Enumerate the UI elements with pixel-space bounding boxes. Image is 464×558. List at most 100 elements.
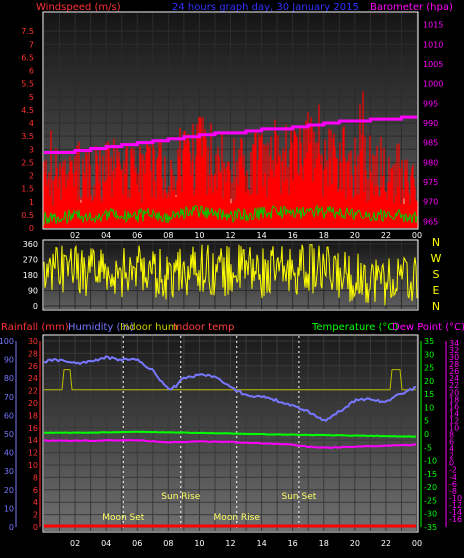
indoor-humidity-line [44, 369, 416, 391]
wind-tick-label: 3 [29, 145, 34, 154]
rain-tick-label: 20 [28, 399, 38, 408]
dew-point-line [43, 438, 417, 450]
wind-tick-label: 5 [29, 93, 34, 102]
compass-label: N [432, 236, 440, 249]
temperature-tick-label: -35 [424, 523, 437, 532]
barometer-y-axis: 965 970 975 980 985 990 995 1000 1005 1010 1015 [423, 21, 443, 227]
barometer-line [44, 115, 417, 154]
temperature-tick-label: 35 [424, 337, 434, 346]
rain-tick-label: 14 [28, 436, 38, 445]
wind-x-axis: 02 04 06 08 10 12 14 16 18 20 22 00 [70, 231, 422, 240]
wind-tick-label: 0 [29, 224, 34, 233]
temp-x-tick: 18 [319, 539, 329, 548]
temp-x-tick: 10 [194, 539, 204, 548]
dew-tick-label: -8 [449, 487, 457, 496]
windspeed-title: Windspeed (m/s) [36, 2, 121, 13]
temp-x-tick: 08 [163, 539, 173, 548]
barometer-tick-label: 1000 [423, 80, 443, 89]
wind-average-line [43, 204, 418, 225]
dew-tick-label: 32 [449, 346, 459, 355]
barometer-tick-label: 985 [423, 139, 438, 148]
sun-moon-events: Moon Set Sun Rise Moon Rise Sun Set [102, 336, 317, 531]
event-label: Moon Set [102, 513, 145, 523]
indoor-temp-legend: Indoor temp [173, 322, 234, 333]
humidity-line [43, 355, 417, 423]
temp-y-axes: 0102030405060708090100024681012141618202… [0, 337, 462, 532]
temperature-tick-label: 5 [424, 417, 429, 426]
dew-tick-label: 22 [449, 381, 459, 390]
barometer-title: Barometer (hpa) [370, 2, 453, 13]
wind-panel-frame [42, 11, 419, 230]
wind-tick-label: 2 [29, 172, 34, 181]
rain-tick-label: 24 [28, 374, 38, 383]
wind-tick-label: 1.5 [21, 185, 34, 194]
wind-x-tick: 16 [288, 231, 298, 240]
rain-tick-label: 28 [28, 349, 38, 358]
dew-tick-label: 18 [449, 395, 459, 404]
temperature-tick-label: 30 [424, 350, 434, 359]
dew-tick-label: 14 [449, 409, 459, 418]
temp-panel-frame [42, 334, 419, 533]
temperature-tick-label: 0 [424, 430, 429, 439]
dew-tick-label: 12 [449, 416, 459, 425]
temp-x-tick: 00 [412, 539, 422, 548]
rainfall-legend: Rainfall (mm) [1, 322, 69, 333]
barometer-tick-label: 1010 [423, 40, 443, 49]
dew-tick-label: -2 [449, 466, 457, 475]
rain-tick-label: 18 [28, 411, 38, 420]
wind-tick-label: 0.5 [21, 211, 34, 220]
rain-tick-label: 6 [33, 486, 38, 495]
wind-tick-label: 1 [29, 198, 34, 207]
barometer-tick-label: 970 [423, 198, 438, 207]
dew-tick-label: -16 [449, 515, 462, 524]
humidity-tick-label: 40 [4, 449, 14, 458]
dew-tick-label: -6 [449, 480, 457, 489]
wind-tick-label: 4 [29, 119, 34, 128]
temperature-tick-label: -30 [424, 510, 437, 519]
temperature-tick-label: -15 [424, 470, 437, 479]
temperature-tick-label: -25 [424, 496, 437, 505]
direction-tick-label: 360 [23, 240, 38, 249]
direction-tick-label: 0 [33, 302, 38, 311]
humidity-tick-label: 80 [4, 374, 14, 383]
direction-y-axis: 0 90 180 270 360 [23, 240, 38, 311]
barometer-tick-label: 975 [423, 178, 438, 187]
humidity-tick-label: 100 [0, 337, 14, 346]
compass-label: E [433, 284, 440, 297]
dew-point-legend: Dew Point (°C) [392, 322, 464, 333]
dew-tick-label: 8 [449, 431, 454, 440]
wind-x-tick: 00 [412, 231, 422, 240]
dew-tick-label: 10 [449, 423, 459, 432]
graph-title: 24 hours graph day, 30 January 2015 [172, 2, 359, 13]
dew-tick-label: 2 [449, 452, 454, 461]
temperature-tick-label: 20 [424, 377, 434, 386]
temp-x-tick: 06 [132, 539, 142, 548]
wind-x-tick: 22 [381, 231, 391, 240]
dew-tick-label: -4 [449, 473, 457, 482]
event-label: Sun Set [282, 492, 317, 502]
event-label: Moon Rise [214, 513, 261, 523]
wind-x-tick: 08 [163, 231, 173, 240]
barometer-tick-label: 965 [423, 217, 438, 226]
direction-tick-label: 180 [23, 271, 38, 280]
temperature-tick-label: -20 [424, 483, 437, 492]
indoor-hum-legend: Indoor hum [120, 322, 178, 333]
wind-tick-label: 4.5 [21, 106, 34, 115]
wind-tick-label: 2.5 [21, 158, 34, 167]
dew-tick-label: 4 [449, 445, 454, 454]
temp-x-tick: 02 [70, 539, 80, 548]
rain-tick-label: 22 [28, 387, 38, 396]
dew-tick-label: 24 [449, 374, 459, 383]
humidity-tick-label: 10 [4, 504, 14, 513]
barometer-tick-label: 1005 [423, 60, 443, 69]
temp-x-tick: 14 [256, 539, 266, 548]
wind-y-axis: 0 0.5 1 1.5 2 2.5 3 3.5 4 4.5 5 5.5 6 6.5 7 7.5 [21, 27, 34, 233]
wind-x-tick: 10 [194, 231, 204, 240]
temperature-line [43, 430, 417, 438]
dew-tick-label: 30 [449, 353, 459, 362]
temp-x-tick: 16 [288, 539, 298, 548]
temperature-tick-label: -10 [424, 457, 437, 466]
direction-tick-label: 90 [28, 287, 38, 296]
